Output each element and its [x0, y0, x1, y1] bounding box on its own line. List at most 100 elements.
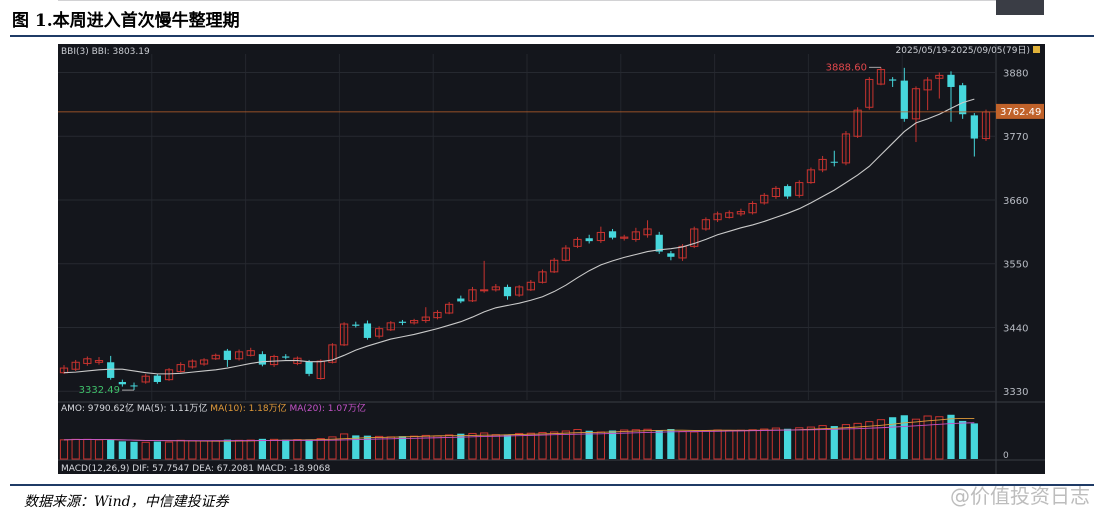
candle-body-up	[701, 219, 711, 230]
volume-bar-down	[947, 414, 955, 459]
indicator-label: BBI(3) BBI: 3803.19	[61, 47, 150, 57]
candle-body-up	[410, 320, 419, 324]
candle-body-down	[363, 323, 372, 338]
volume-bar-down	[970, 423, 978, 459]
candle-body-up	[865, 78, 874, 108]
macd-indicator-label: MACD(12,26,9) DIF: 57.7547 DEA: 67.2081 …	[61, 464, 330, 474]
volume-bar-up	[246, 439, 255, 460]
candle-body-down	[398, 321, 407, 323]
candle-body-down	[889, 79, 897, 81]
volume-legend-item: AMO: 9790.62亿	[61, 402, 134, 414]
volume-bar-down	[900, 415, 908, 459]
volume-bar-up	[771, 427, 781, 460]
candle-body-up	[374, 328, 384, 337]
figure-title: 图 1.本周进入首次慢牛整理期	[12, 11, 240, 31]
candle-body-up	[690, 228, 699, 247]
candle-body-up	[141, 375, 150, 383]
candle-body-down	[130, 385, 138, 387]
volume-bar-down	[959, 420, 967, 459]
volume-bar-down	[223, 439, 232, 459]
candle-body-up	[515, 286, 524, 296]
volume-legend-item: MA(5): 1.11万亿	[134, 402, 207, 414]
candle-body-down	[783, 186, 792, 197]
volume-bar-up	[748, 429, 757, 460]
min-price-label: 3332.49	[79, 385, 120, 396]
candle-body-up	[713, 213, 722, 221]
candle-body-up	[246, 350, 255, 356]
candle-body-up	[480, 289, 489, 292]
volume-bar-down	[655, 430, 663, 459]
candle-body-down	[585, 238, 593, 242]
volume-bar-up	[806, 426, 816, 460]
candle-body-down	[608, 231, 617, 238]
candle-body-down	[970, 115, 978, 139]
volume-bar-up	[935, 416, 944, 460]
volume-bar-down	[783, 428, 792, 459]
candle-body-up	[596, 231, 605, 242]
volume-bar-up	[631, 429, 640, 460]
volume-bar-up	[59, 439, 69, 460]
volume-indicator-label: AMO: 9790.62亿 MA(5): 1.11万亿 MA(10): 1.18…	[61, 402, 366, 414]
candle-body-up	[795, 182, 804, 196]
candle-body-up	[211, 354, 220, 360]
candle-body-up	[199, 359, 209, 365]
candle-body-down	[503, 286, 512, 297]
volume-bar-up	[573, 429, 582, 460]
volume-bar-up	[818, 425, 827, 460]
y-tick-label: 3660	[1003, 196, 1028, 207]
candle-body-down	[258, 354, 267, 365]
candle-body-up	[538, 271, 547, 283]
y-tick-label: 3440	[1003, 323, 1028, 334]
volume-bar-down	[398, 436, 407, 459]
candle-body-up	[760, 194, 769, 204]
candle-body-up	[923, 79, 932, 91]
candle-body-down	[153, 375, 161, 382]
volume-badge-box	[996, 0, 1044, 14]
candle-body-up	[176, 364, 185, 373]
candle-body-up	[433, 311, 442, 319]
candle-body-up	[71, 361, 80, 370]
volume-bar-up	[339, 433, 349, 460]
bottom-rule	[10, 484, 1094, 486]
volume-bar-up	[480, 432, 489, 460]
lock-icon	[1033, 46, 1040, 53]
candle-body-down	[947, 74, 955, 87]
volume-bar-up	[620, 429, 629, 460]
volume-bar-down	[667, 429, 675, 459]
y-tick-label: 3880	[1003, 68, 1028, 79]
volume-bar-down	[503, 434, 512, 459]
candle-body-down	[118, 381, 126, 385]
volume-bar-up	[853, 422, 862, 460]
volume-ma20-line	[63, 422, 975, 442]
volume-bar-down	[585, 430, 593, 459]
candle-body-up	[725, 212, 734, 218]
volume-badge: 9790.62	[1000, 0, 1037, 3]
candle-body-up	[421, 316, 430, 322]
candle-body-up	[736, 211, 746, 215]
source-note: 数据来源：Wind，中信建投证券	[24, 494, 229, 510]
candle-body-up	[386, 322, 395, 331]
candle-body-up	[316, 360, 325, 379]
candle-body-up	[468, 289, 477, 302]
candle-body-up	[83, 358, 92, 364]
candle-body-up	[561, 247, 570, 261]
volume-bar-up	[841, 424, 851, 460]
volume-bar-down	[107, 439, 115, 459]
bbi-line	[63, 98, 975, 375]
volume-bar-down	[889, 417, 897, 459]
volume-bar-up	[643, 428, 652, 460]
candle-body-down	[830, 161, 838, 163]
candle-body-up	[748, 202, 757, 214]
candle-body-down	[107, 362, 115, 378]
y-tick-label: 3330	[1003, 387, 1028, 398]
candle-body-up	[631, 231, 640, 240]
volume-bar-up	[515, 432, 524, 460]
volume-bar-down	[830, 426, 838, 459]
volume-bar-up	[865, 421, 874, 460]
volume-bar-up	[328, 436, 337, 460]
candle-body-up	[643, 228, 652, 236]
candle-body-up	[445, 303, 454, 314]
candle-body-up	[876, 69, 886, 85]
volume-bar-up	[876, 419, 886, 460]
